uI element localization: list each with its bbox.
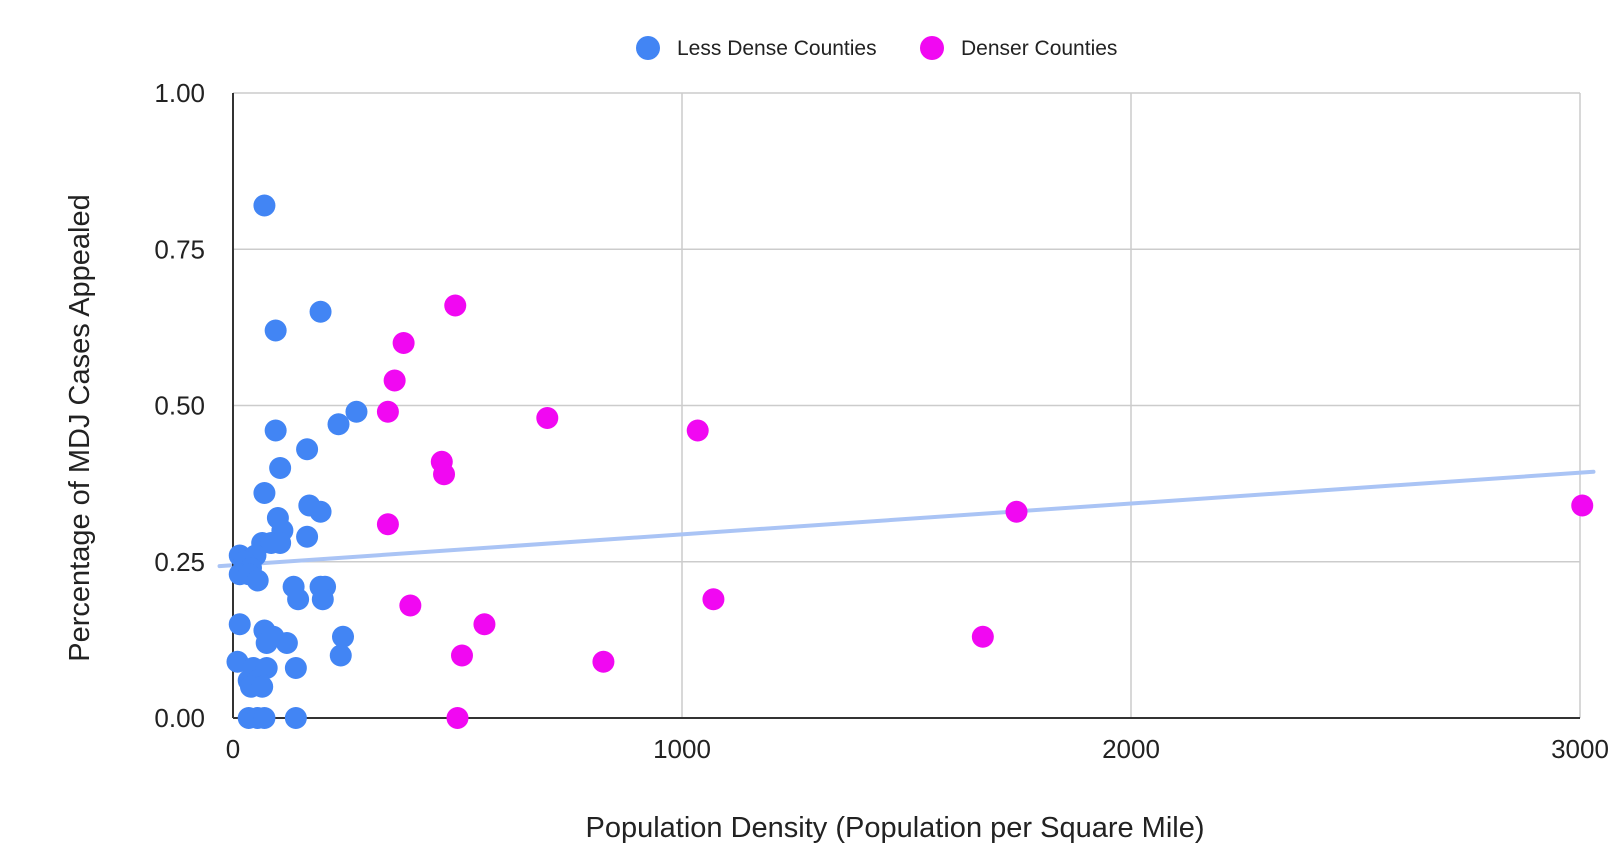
less-dense-point <box>275 632 298 654</box>
x-tick-label: 3000 <box>1551 734 1609 764</box>
y-tick-label: 0.50 <box>154 391 205 421</box>
less-dense-point <box>327 413 350 436</box>
denser-point <box>383 369 406 392</box>
less-dense-point <box>253 482 276 504</box>
less-dense-point <box>287 588 310 611</box>
denser-point <box>392 332 415 354</box>
y-tick-label: 0.00 <box>154 703 205 733</box>
less-dense-point <box>329 644 352 667</box>
gridlines <box>233 92 1581 718</box>
y-axis-title: Percentage of MDJ Cases Appealed <box>64 194 96 662</box>
denser-point <box>376 513 399 536</box>
denser-point <box>536 407 559 429</box>
y-tick-label: 0.25 <box>154 547 205 577</box>
less-dense-point <box>345 400 368 423</box>
less-dense-point <box>269 532 292 554</box>
denser-point <box>399 594 422 617</box>
x-tick-label: 2000 <box>1102 734 1160 764</box>
less-dense-point <box>264 419 287 442</box>
less-dense-point <box>332 625 355 648</box>
less-dense-point <box>264 319 287 342</box>
denser-point <box>444 294 467 317</box>
tick-labels: 0.00 0.25 0.50 0.75 1.00 0 1000 2000 3000 <box>154 78 1609 764</box>
denser-point <box>702 588 725 611</box>
denser-point <box>1571 494 1594 517</box>
x-tick-label: 1000 <box>653 734 711 764</box>
less-dense-point <box>311 588 334 611</box>
trendline-group <box>217 469 1596 569</box>
denser-point <box>473 613 496 636</box>
denser-point <box>1005 500 1028 523</box>
legend-marker <box>636 36 660 60</box>
less-dense-point <box>246 569 269 592</box>
less-dense-point <box>284 707 307 729</box>
less-dense-point <box>309 300 332 323</box>
denser-point <box>433 463 456 486</box>
denser-point <box>686 419 709 442</box>
denser-point <box>376 400 399 423</box>
less-dense-point <box>251 675 274 698</box>
denser-point <box>450 644 473 667</box>
y-tick-label: 0.75 <box>154 234 205 264</box>
less-dense-point <box>309 500 332 523</box>
less-dense-point <box>255 632 278 654</box>
denser-point <box>446 707 469 729</box>
denser-point <box>592 650 615 673</box>
x-axis-title: Population Density (Population per Squar… <box>585 812 1204 844</box>
legend-label: Less Dense Counties <box>677 37 877 60</box>
x-tick-label: 0 <box>226 734 240 764</box>
less-dense-point <box>253 194 276 217</box>
legend: Less Dense Counties Denser Counties <box>636 36 1117 60</box>
data-points <box>226 194 1594 729</box>
denser-point <box>971 625 994 648</box>
less-dense-point <box>228 613 251 636</box>
legend-label: Denser Counties <box>961 37 1117 60</box>
legend-marker <box>920 36 944 60</box>
less-dense-point <box>284 657 307 679</box>
trendline <box>217 469 1596 569</box>
less-dense-point <box>296 438 319 461</box>
less-dense-point <box>253 707 276 729</box>
less-dense-point <box>296 525 319 548</box>
y-tick-label: 1.00 <box>154 78 205 108</box>
less-dense-point <box>269 457 292 479</box>
